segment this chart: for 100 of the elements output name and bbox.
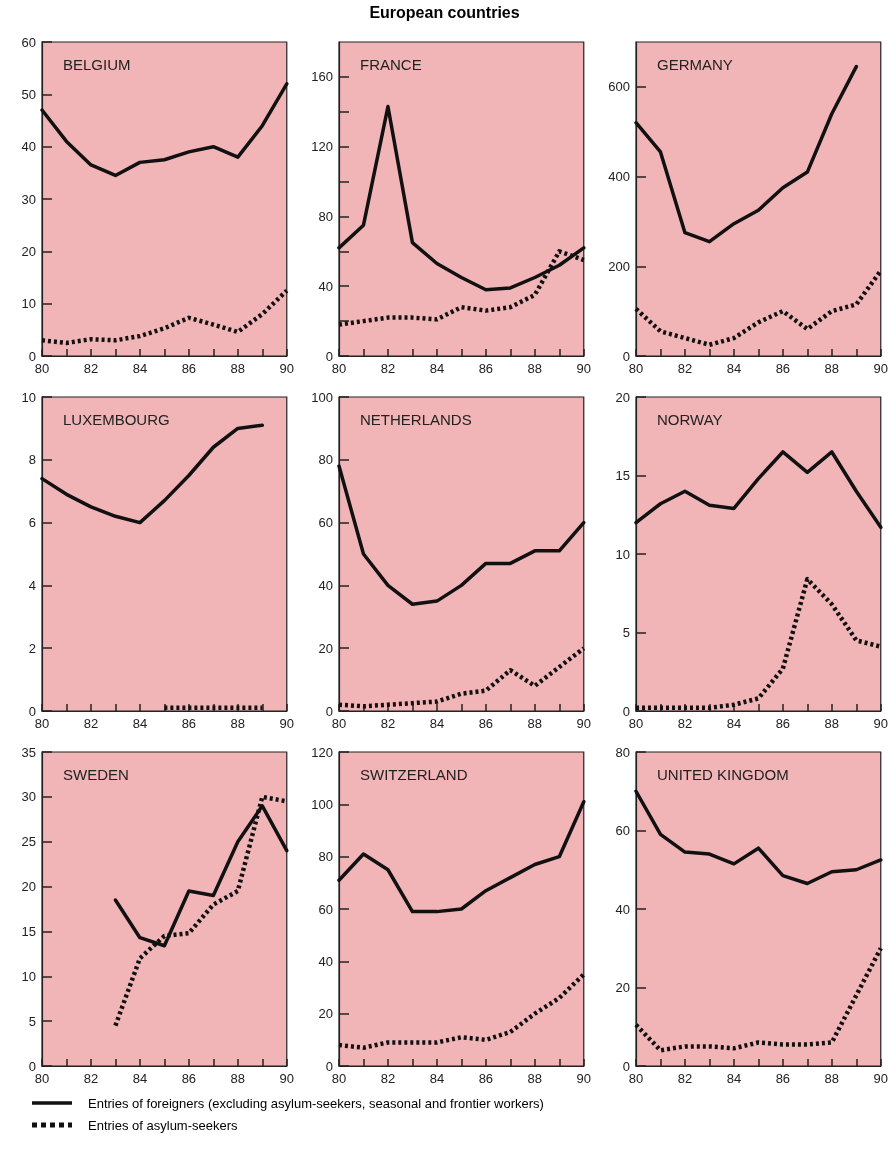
x-tick-label: 82: [380, 716, 396, 731]
line-series: [40, 82, 289, 178]
y-tick-label: 0: [28, 348, 36, 364]
y-tick-label: 40: [318, 953, 333, 969]
x-tick-label: 90: [576, 716, 591, 731]
y-tick-label: 20: [318, 640, 333, 656]
text: NETHERLANDS: [360, 411, 472, 428]
y-tick-label: 0: [325, 703, 333, 719]
x-tick-label: 84: [726, 1071, 742, 1086]
y-tick-label: 50: [21, 86, 36, 102]
y-tick-label: 20: [615, 980, 630, 995]
x-tick-label: 86: [775, 361, 791, 376]
x-tick-label: 84: [429, 361, 445, 376]
x-tick-label: 88: [230, 1071, 246, 1086]
y-tick-label: 60: [318, 515, 333, 531]
line-series: [633, 946, 884, 1053]
line-series: [336, 645, 587, 709]
x-tick-label: 84: [726, 361, 742, 376]
legend-label: Entries of asylum-seekers: [88, 1117, 238, 1133]
line-series: [337, 464, 586, 606]
y-tick-label: 120: [311, 139, 333, 155]
x-tick-label: 82: [677, 361, 693, 376]
x-tick-label: 84: [132, 716, 148, 731]
text: LUXEMBOURG: [63, 411, 170, 428]
y-tick-label: 60: [21, 34, 36, 50]
line-series: [40, 423, 265, 525]
y-tick-label: 0: [28, 703, 36, 719]
x-tick-label: 86: [775, 1071, 791, 1086]
y-tick-label: 0: [622, 703, 630, 719]
text: GERMANY: [657, 56, 733, 73]
x-tick-label: 88: [230, 361, 246, 376]
x-tick-label: 88: [230, 716, 246, 731]
x-tick-label: 88: [527, 716, 543, 731]
x-tick-label: 90: [873, 1071, 888, 1086]
x-tick-label: 82: [83, 361, 99, 376]
text: FRANCE: [360, 56, 422, 73]
x-tick-label: 84: [429, 1071, 445, 1086]
y-tick-label: 400: [608, 169, 630, 185]
x-tick-label: 88: [527, 1071, 543, 1086]
y-tick-label: 80: [318, 452, 333, 468]
x-tick-label: 90: [576, 361, 591, 376]
y-tick-label: 60: [615, 823, 630, 838]
x-tick-label: 86: [775, 716, 791, 731]
y-tick-label: 100: [311, 389, 333, 405]
y-tick-label: 30: [21, 191, 36, 207]
y-tick-label: 4: [28, 577, 36, 593]
y-tick-label: 15: [615, 468, 630, 483]
y-tick-label: 60: [318, 901, 333, 917]
x-tick-label: 86: [478, 361, 494, 376]
x-tick-label: 84: [726, 716, 742, 731]
y-tick-label: 30: [21, 789, 36, 805]
y-tick-label: 40: [318, 278, 333, 294]
x-tick-label: 86: [181, 361, 197, 376]
text: European countries: [368, 4, 521, 22]
x-tick-label: 86: [181, 1071, 197, 1086]
y-tick-label: 40: [318, 577, 333, 593]
y-tick-label: 0: [325, 348, 333, 364]
y-tick-label: 10: [21, 968, 36, 984]
text: SWITZERLAND: [360, 766, 468, 783]
line-series: [336, 972, 587, 1050]
x-tick-label: 82: [677, 716, 693, 731]
x-tick-label: 86: [478, 716, 494, 731]
x-tick-label: 82: [677, 1071, 693, 1086]
x-tick-label: 84: [132, 361, 148, 376]
x-tick-label: 82: [380, 361, 396, 376]
x-tick-label: 84: [132, 1071, 148, 1086]
y-tick-label: 6: [28, 515, 36, 531]
line-series: [634, 450, 883, 530]
y-tick-label: 5: [28, 1013, 36, 1029]
x-tick-label: 90: [279, 1071, 294, 1086]
x-tick-label: 86: [181, 716, 197, 731]
x-tick-label: 90: [279, 716, 294, 731]
text: BELGIUM: [63, 56, 131, 73]
x-tick-label: 82: [83, 716, 99, 731]
x-tick-label: 88: [527, 361, 543, 376]
text: SWEDEN: [63, 766, 129, 783]
legend-label: Entries of foreigners (excluding asylum-seekers, seasonal and frontier workers): [88, 1095, 544, 1111]
x-tick-label: 88: [824, 361, 840, 376]
x-tick-label: 86: [478, 1071, 494, 1086]
y-tick-label: 0: [622, 1058, 630, 1074]
text: NORWAY: [657, 411, 723, 428]
y-tick-label: 100: [311, 796, 333, 812]
x-tick-label: 90: [873, 716, 888, 731]
y-tick-label: 10: [615, 546, 630, 562]
y-tick-label: 8: [28, 452, 36, 468]
y-tick-label: 80: [318, 208, 333, 224]
x-tick-label: 90: [279, 361, 294, 376]
y-tick-label: 80: [318, 849, 333, 865]
text: UNITED KINGDOM: [657, 766, 789, 783]
y-tick-label: 200: [608, 258, 630, 274]
y-tick-label: 160: [311, 69, 333, 85]
y-tick-label: 40: [21, 139, 36, 155]
x-tick-label: 82: [380, 1071, 396, 1086]
y-tick-label: 5: [622, 625, 630, 640]
y-tick-label: 600: [608, 79, 630, 95]
line-series: [634, 789, 883, 886]
y-tick-label: 0: [325, 1058, 333, 1074]
y-tick-label: 20: [615, 389, 630, 405]
y-tick-label: 20: [21, 879, 36, 895]
x-tick-label: 88: [824, 716, 840, 731]
